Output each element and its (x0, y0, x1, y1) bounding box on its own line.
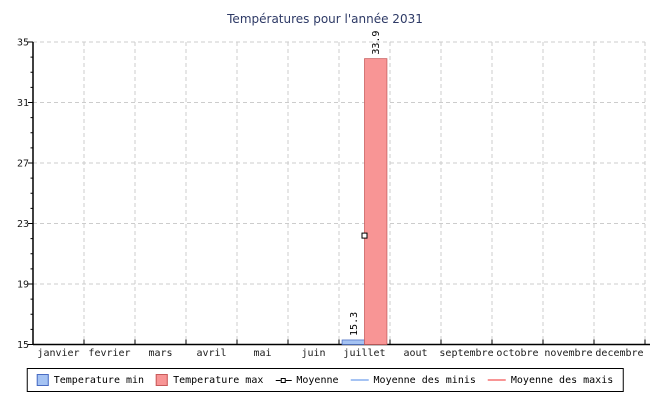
chart-title: Températures pour l'année 2031 (227, 12, 423, 26)
month-label: mai (253, 348, 271, 359)
legend-item-moyenne: Moyenne (275, 374, 339, 386)
month-label: fevrier (88, 348, 130, 359)
legend-item-temperature-min: Temperature min (36, 374, 145, 386)
y-tick-label: 23 (17, 219, 29, 230)
legend-item-moyenne-des-maxis: Moyenne des maxis (487, 374, 614, 386)
month-label: juin (301, 348, 325, 359)
moyenne-marker-square (280, 377, 286, 383)
y-tick-label: 27 (17, 159, 29, 170)
legend-label-moyenne: Moyenne (296, 374, 339, 386)
month-label: novembre (544, 348, 592, 359)
legend-item-moyenne-des-minis: Moyenne des minis (350, 374, 476, 386)
y-tick-label: 31 (17, 98, 29, 109)
moyenne-des-maxis-line-icon (487, 379, 506, 381)
month-label: septembre (439, 348, 493, 359)
month-label: decembre (595, 348, 643, 359)
legend-label-moyenne-des-maxis: Moyenne des maxis (510, 374, 614, 386)
moyenne-marker-icon (275, 376, 292, 385)
y-tick-label: 19 (17, 280, 29, 291)
month-label: octobre (496, 348, 538, 359)
bar-temperature-min (341, 339, 365, 345)
bar-value-label: 33.9 (371, 31, 382, 55)
month-label: janvier (37, 348, 79, 359)
temperature-min-swatch-icon (36, 374, 49, 386)
legend-item-temperature-max: Temperature max (156, 374, 263, 386)
temperature-max-swatch-icon (156, 374, 169, 386)
legend-label-temperature-max: Temperature max (173, 374, 264, 386)
legend-label-temperature-min: Temperature min (53, 374, 145, 386)
y-tick-label: 15 (17, 340, 29, 351)
month-label: mars (148, 348, 172, 359)
month-label: avril (196, 348, 226, 359)
legend-label-moyenne-des-minis: Moyenne des minis (373, 374, 476, 386)
legend: Temperature min Temperature max Moyenne … (26, 368, 624, 392)
moyenne-des-minis-line-icon (350, 379, 369, 381)
bar-temperature-max (364, 58, 388, 345)
month-label: juillet (343, 348, 385, 359)
bar-value-label: 15.3 (349, 312, 360, 336)
month-label: aout (403, 348, 427, 359)
y-tick-label: 35 (17, 38, 29, 49)
moyenne-marker (361, 232, 368, 239)
